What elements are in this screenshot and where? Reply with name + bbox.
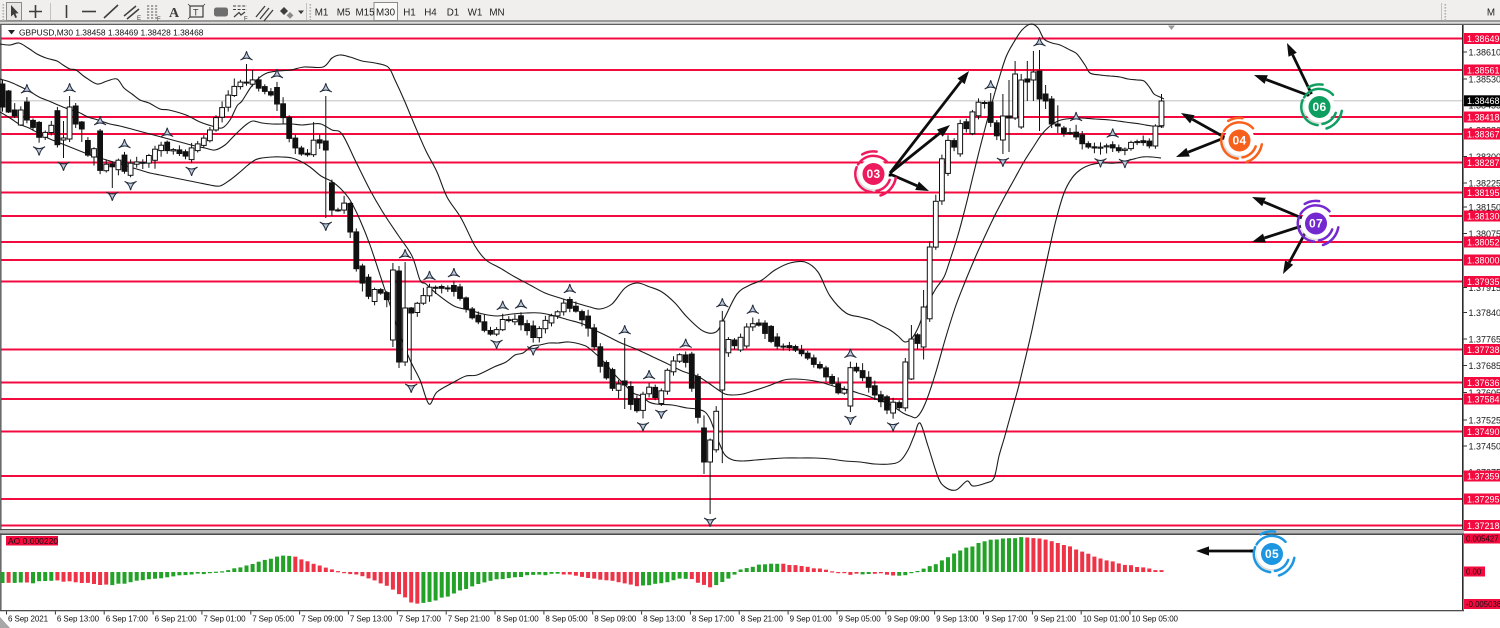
svg-text:0.005427: 0.005427	[1466, 535, 1499, 544]
svg-text:8 Sep 13:00: 8 Sep 13:00	[643, 614, 686, 623]
svg-text:1.37636: 1.37636	[1467, 378, 1500, 388]
svg-text:1.37584: 1.37584	[1467, 394, 1500, 404]
svg-text:-0.005036: -0.005036	[1466, 600, 1500, 609]
svg-text:1.38130: 1.38130	[1467, 211, 1500, 221]
svg-text:9 Sep 01:00: 9 Sep 01:00	[790, 614, 833, 623]
svg-text:1.38052: 1.38052	[1467, 237, 1500, 247]
svg-text:1.37525: 1.37525	[1469, 415, 1500, 425]
svg-text:1.37840: 1.37840	[1469, 308, 1500, 318]
svg-text:1.38000: 1.38000	[1467, 255, 1500, 265]
svg-text:1.37359: 1.37359	[1467, 471, 1500, 481]
svg-text:M1: M1	[315, 8, 329, 19]
svg-text:1.37218: 1.37218	[1467, 521, 1500, 531]
svg-text:6 Sep 21:00: 6 Sep 21:00	[155, 614, 198, 623]
svg-text:05: 05	[1265, 547, 1279, 561]
svg-text:06: 06	[1313, 100, 1327, 114]
svg-text:7 Sep 13:00: 7 Sep 13:00	[350, 614, 393, 623]
svg-text:M30: M30	[376, 8, 396, 19]
svg-text:6 Sep 17:00: 6 Sep 17:00	[106, 614, 149, 623]
svg-text:1.37915: 1.37915	[1469, 283, 1500, 293]
svg-text:H4: H4	[424, 8, 437, 19]
svg-text:1.38610: 1.38610	[1469, 47, 1500, 57]
svg-text:1.38561: 1.38561	[1467, 65, 1500, 75]
svg-text:1.37738: 1.37738	[1467, 345, 1500, 355]
svg-text:1.38530: 1.38530	[1469, 74, 1500, 84]
svg-text:8 Sep 01:00: 8 Sep 01:00	[497, 614, 540, 623]
svg-text:E: E	[137, 16, 141, 22]
svg-text:9 Sep 09:00: 9 Sep 09:00	[887, 614, 930, 623]
svg-text:T: T	[193, 8, 199, 18]
svg-text:1.38150: 1.38150	[1469, 202, 1500, 212]
svg-text:7 Sep 09:00: 7 Sep 09:00	[301, 614, 344, 623]
svg-text:D1: D1	[447, 8, 460, 19]
svg-text:1.38367: 1.38367	[1467, 129, 1500, 139]
svg-text:8 Sep 17:00: 8 Sep 17:00	[692, 614, 735, 623]
svg-text:1.37765: 1.37765	[1469, 334, 1500, 344]
svg-text:M15: M15	[355, 8, 375, 19]
svg-text:F: F	[157, 17, 161, 23]
svg-text:1.38300: 1.38300	[1469, 152, 1500, 162]
svg-text:M: M	[1487, 8, 1495, 19]
svg-text:AO 0.000220: AO 0.000220	[8, 536, 58, 546]
svg-text:1.38418: 1.38418	[1467, 112, 1500, 122]
svg-text:1.38649: 1.38649	[1467, 34, 1500, 44]
svg-text:1.38287: 1.38287	[1467, 158, 1500, 168]
svg-text:H1: H1	[403, 8, 416, 19]
svg-text:6 Sep 13:00: 6 Sep 13:00	[57, 614, 100, 623]
svg-text:1.38225: 1.38225	[1469, 178, 1500, 188]
svg-text:7 Sep 05:00: 7 Sep 05:00	[252, 614, 295, 623]
svg-text:A: A	[169, 6, 180, 21]
svg-text:1.37935: 1.37935	[1467, 277, 1500, 287]
svg-text:07: 07	[1309, 217, 1323, 231]
svg-text:1.38468: 1.38468	[1467, 96, 1500, 106]
svg-text:1.37450: 1.37450	[1469, 441, 1500, 451]
svg-text:7 Sep 17:00: 7 Sep 17:00	[399, 614, 442, 623]
svg-text:7 Sep 01:00: 7 Sep 01:00	[203, 614, 246, 623]
svg-text:1.37490: 1.37490	[1467, 427, 1500, 437]
svg-text:9 Sep 21:00: 9 Sep 21:00	[1034, 614, 1077, 623]
svg-text:F: F	[244, 17, 248, 23]
svg-text:M5: M5	[337, 8, 351, 19]
svg-text:1.38075: 1.38075	[1469, 229, 1500, 239]
svg-text:1.38195: 1.38195	[1467, 188, 1500, 198]
svg-text:7 Sep 21:00: 7 Sep 21:00	[448, 614, 491, 623]
svg-text:8 Sep 09:00: 8 Sep 09:00	[594, 614, 637, 623]
svg-text:W1: W1	[468, 8, 483, 19]
svg-text:6 Sep 2021: 6 Sep 2021	[8, 614, 49, 623]
svg-text:0.00: 0.00	[1466, 568, 1482, 577]
svg-text:9 Sep 05:00: 9 Sep 05:00	[839, 614, 882, 623]
svg-text:1.37605: 1.37605	[1469, 388, 1500, 398]
svg-text:GBPUSD,M30 1.38458 1.38469 1.: GBPUSD,M30 1.38458 1.38469 1.38428 1.384…	[19, 28, 204, 38]
svg-text:04: 04	[1233, 134, 1247, 148]
svg-text:1.37295: 1.37295	[1467, 494, 1500, 504]
svg-text:9 Sep 17:00: 9 Sep 17:00	[985, 614, 1028, 623]
svg-text:8 Sep 05:00: 8 Sep 05:00	[545, 614, 588, 623]
svg-text:8 Sep 21:00: 8 Sep 21:00	[741, 614, 784, 623]
svg-text:1.37685: 1.37685	[1469, 361, 1500, 371]
svg-text:MN: MN	[489, 8, 504, 19]
svg-text:10 Sep 01:00: 10 Sep 01:00	[1083, 614, 1130, 623]
svg-text:10 Sep 05:00: 10 Sep 05:00	[1132, 614, 1179, 623]
svg-text:9 Sep 13:00: 9 Sep 13:00	[936, 614, 979, 623]
svg-text:03: 03	[867, 167, 881, 181]
